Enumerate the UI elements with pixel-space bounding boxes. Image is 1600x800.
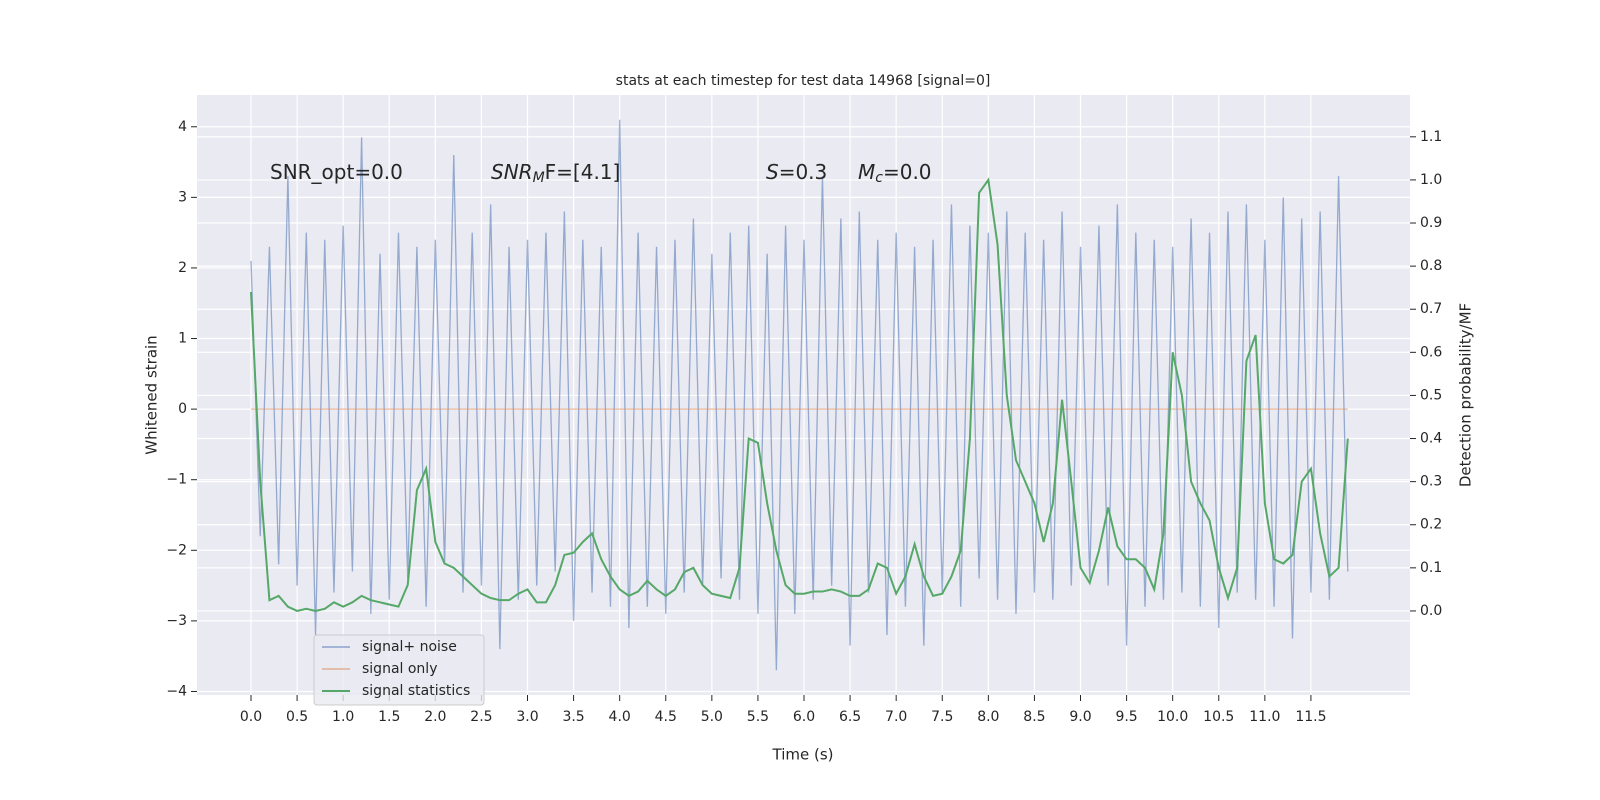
- y2-tick-label: 0.0: [1420, 603, 1442, 619]
- annotation: SNR_opt=0.0: [270, 160, 403, 184]
- y2-tick-label: 0.3: [1420, 474, 1442, 490]
- y2-tick-label: 0.1: [1420, 560, 1442, 576]
- x-tick-label: 9.0: [1069, 709, 1091, 725]
- y2-tick-label: 0.6: [1420, 344, 1442, 360]
- annotation: Mc=0.0: [858, 160, 932, 187]
- y2-axis-label: Detection probability/MF: [1457, 303, 1475, 487]
- legend-box: [313, 634, 485, 706]
- x-tick-label: 5.0: [701, 709, 723, 725]
- x-tick-label: 6.0: [793, 709, 815, 725]
- x-tick-label: 1.5: [378, 709, 400, 725]
- annotation-part: SNR_opt=0.0: [270, 160, 403, 184]
- y2-tick-label: 0.5: [1420, 387, 1442, 403]
- y-tick-label: −4: [166, 683, 187, 699]
- x-tick-label: 8.0: [977, 709, 999, 725]
- y-tick-label: 4: [178, 119, 187, 135]
- y2-tick-label: 0.9: [1420, 215, 1442, 231]
- annotation-part: =0.0: [883, 160, 932, 184]
- x-tick-label: 7.0: [885, 709, 907, 725]
- x-tick-label: 3.5: [562, 709, 584, 725]
- x-tick-label: 0.0: [240, 709, 262, 725]
- x-tick-label: 3.0: [516, 709, 538, 725]
- y2-tick-label: 0.8: [1420, 258, 1442, 274]
- series-line: [250, 177, 1349, 613]
- x-tick-label: 4.0: [609, 709, 631, 725]
- x-tick-label: 9.5: [1115, 709, 1137, 725]
- legend-label: signal only: [362, 661, 437, 677]
- y2-tick-label: 1.0: [1420, 172, 1442, 188]
- x-tick-label: 6.5: [839, 709, 861, 725]
- annotation: S=0.3: [766, 160, 827, 184]
- annotation-part: M: [533, 170, 545, 186]
- x-tick-label: 10.0: [1157, 709, 1188, 725]
- x-tick-label: 2.5: [470, 709, 492, 725]
- y-axis-label: Whitened strain: [143, 335, 161, 454]
- annotation-part: SNR: [491, 160, 533, 184]
- x-tick-label: 4.5: [655, 709, 677, 725]
- x-tick-label: 0.5: [286, 709, 308, 725]
- y-tick-label: 2: [178, 260, 187, 276]
- annotation-part: F=[4.1]: [545, 160, 621, 184]
- y2-tick-label: 1.1: [1420, 129, 1442, 145]
- x-tick-label: 10.5: [1203, 709, 1234, 725]
- x-tick-label: 1.0: [332, 709, 354, 725]
- y2-tick-label: 0.4: [1420, 431, 1442, 447]
- x-axis-label: Time (s): [772, 746, 834, 764]
- y-tick-label: −1: [166, 472, 187, 488]
- y-tick-label: 1: [178, 331, 187, 347]
- x-tick-label: 11.5: [1295, 709, 1326, 725]
- annotation-part: M: [858, 160, 875, 184]
- y-tick-label: 3: [178, 189, 187, 205]
- y-tick-label: −3: [166, 613, 187, 629]
- x-tick-label: 11.0: [1249, 709, 1280, 725]
- y-tick-label: 0: [178, 401, 187, 417]
- legend-label: signal+ noise: [362, 639, 457, 655]
- y-tick-label: −2: [166, 542, 187, 558]
- x-tick-label: 8.5: [1023, 709, 1045, 725]
- y2-tick-label: 0.7: [1420, 301, 1442, 317]
- chart-title: stats at each timestep for test data 149…: [616, 73, 991, 89]
- annotation-part: c: [875, 170, 883, 186]
- legend-label: signal statistics: [362, 683, 470, 699]
- annotation: SNRMF=[4.1]: [491, 160, 620, 187]
- annotation-part: =0.3: [779, 160, 828, 184]
- x-tick-label: 2.0: [424, 709, 446, 725]
- x-tick-label: 7.5: [931, 709, 953, 725]
- x-tick-label: 5.5: [747, 709, 769, 725]
- annotation-part: S: [766, 160, 779, 184]
- series-line: [250, 119, 1349, 671]
- y2-tick-label: 0.2: [1420, 517, 1442, 533]
